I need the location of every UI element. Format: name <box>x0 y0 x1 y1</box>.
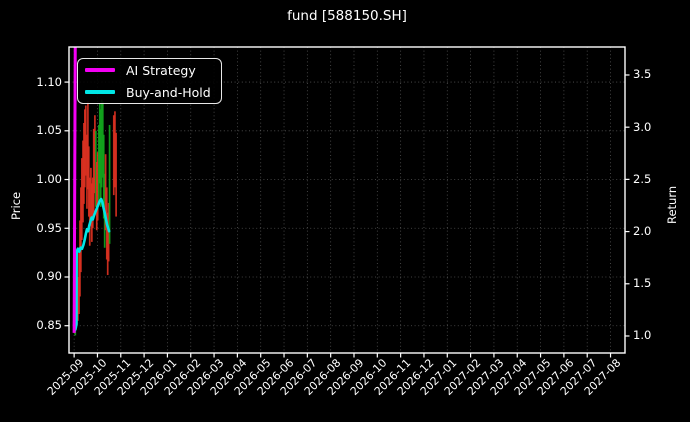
price-tick-label: 0.85 <box>36 318 62 333</box>
return-tick-label: 1.0 <box>633 328 652 343</box>
legend-label: Buy-and-Hold <box>126 84 211 100</box>
ai-strategy-line-swatch <box>85 68 115 72</box>
price-tick-label: 1.10 <box>36 74 62 89</box>
plot-border <box>68 46 626 354</box>
price-tick-label: 1.00 <box>36 172 62 187</box>
return-axis-label: Return <box>665 185 679 224</box>
legend-entry-ai-strategy: AI Strategy <box>85 63 213 78</box>
price-tick-label: 0.90 <box>36 269 62 284</box>
legend-label: AI Strategy <box>126 62 196 78</box>
legend: AI Strategy Buy-and-Hold <box>77 58 222 104</box>
price-tick-label: 0.95 <box>36 220 62 235</box>
return-tick-label: 2.5 <box>633 171 652 186</box>
ai-strategy-line <box>72 47 77 333</box>
legend-entry-buy-and-hold: Buy-and-Hold <box>85 85 213 100</box>
buy-and-hold-line <box>72 197 111 332</box>
return-tick-label: 3.0 <box>633 119 652 134</box>
return-tick-label: 2.0 <box>633 224 652 239</box>
buy-and-hold-line-swatch <box>85 90 115 94</box>
chart-title: fund [588150.SH] <box>287 8 407 24</box>
return-tick-label: 3.5 <box>633 67 652 82</box>
price-axis-label: Price <box>9 191 23 220</box>
return-tick-label: 1.5 <box>633 276 652 291</box>
price-tick-label: 1.05 <box>36 123 62 138</box>
